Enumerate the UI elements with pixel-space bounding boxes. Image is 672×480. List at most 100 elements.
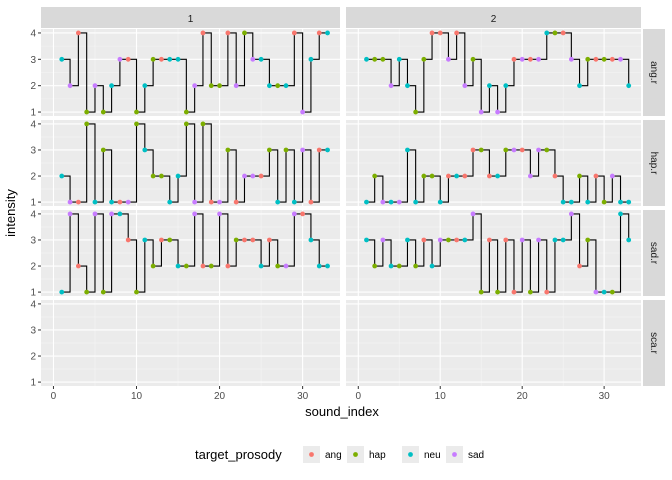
data-point-sad (217, 199, 222, 205)
data-point-neu (560, 237, 566, 243)
data-point-hap (413, 263, 419, 269)
data-point-hap (380, 56, 386, 62)
panel-2-hap-r (346, 120, 641, 206)
data-point-sad (125, 199, 131, 205)
x-tick-label: 20 (214, 391, 226, 402)
data-point-ang (462, 173, 468, 179)
data-point-neu (503, 83, 509, 89)
data-point-neu (577, 83, 582, 89)
data-point-sad (446, 56, 451, 62)
panel-2-sca-r (346, 300, 641, 386)
legend-swatch-hap (353, 452, 358, 457)
data-point-ang (200, 30, 206, 36)
x-tick-label: 30 (599, 391, 611, 402)
data-point-ang (487, 173, 492, 179)
data-point-neu (308, 56, 314, 62)
data-point-hap (150, 56, 156, 62)
data-point-neu (429, 263, 435, 269)
panel-1-ang-r (41, 29, 340, 116)
data-point-neu (413, 199, 419, 205)
data-point-sad (250, 56, 256, 62)
row-strip-label: ang.r (648, 61, 659, 84)
data-point-neu (291, 199, 297, 205)
column-strip-label: 1 (188, 14, 194, 25)
x-tick-label: 20 (517, 391, 529, 402)
data-point-hap (585, 237, 591, 243)
data-point-sad (67, 211, 73, 217)
panel-1-hap-r (41, 120, 340, 206)
legend-title: target_prosody (195, 447, 282, 462)
data-point-sad (117, 56, 123, 62)
data-point-neu (601, 289, 607, 295)
data-point-neu (92, 199, 98, 205)
data-point-neu (396, 56, 402, 62)
data-point-ang (159, 56, 164, 62)
data-point-hap (183, 121, 189, 127)
data-point-neu (364, 237, 369, 243)
facet-panels (41, 29, 641, 386)
panel-2-ang-r (346, 29, 641, 116)
data-point-ang (577, 263, 582, 269)
data-point-neu (142, 83, 148, 89)
data-point-sad (283, 263, 289, 269)
data-point-ang (421, 237, 427, 243)
data-point-hap (208, 263, 214, 269)
data-point-neu (175, 173, 181, 179)
data-point-ang (316, 30, 322, 36)
y-tick-label: 3 (30, 235, 36, 246)
data-point-hap (84, 109, 90, 115)
data-point-hap (134, 109, 139, 115)
data-point-neu (283, 83, 289, 89)
data-point-neu (618, 199, 623, 205)
y-tick-label: 3 (30, 55, 36, 66)
data-point-neu (626, 237, 632, 243)
data-point-hap (478, 147, 484, 153)
data-point-sad (470, 211, 476, 217)
data-point-sad (388, 83, 394, 89)
data-point-ang (593, 56, 599, 62)
data-point-ang (487, 237, 492, 243)
data-point-hap (609, 289, 615, 295)
data-point-neu (258, 56, 264, 62)
y-axis-title: intensity (3, 189, 18, 237)
data-point-hap (478, 289, 484, 295)
data-point-hap (396, 263, 402, 269)
y-tick-label: 3 (30, 145, 36, 156)
data-point-neu (462, 237, 468, 243)
data-point-sad (291, 211, 297, 217)
y-tick-label: 2 (30, 81, 36, 92)
column-strip-1 (41, 7, 340, 28)
data-point-ang (233, 199, 239, 205)
data-point-neu (405, 83, 410, 89)
data-point-ang (511, 56, 517, 62)
data-point-hap (100, 109, 106, 115)
data-point-neu (626, 83, 632, 89)
legend-label-neu: neu (424, 450, 441, 461)
data-point-neu (308, 237, 314, 243)
data-point-neu (167, 56, 173, 62)
data-point-neu (175, 56, 181, 62)
data-point-neu (175, 263, 181, 269)
data-point-hap (372, 263, 378, 269)
data-point-sad (519, 56, 525, 62)
legend-label-hap: hap (369, 450, 386, 461)
data-point-neu (626, 199, 632, 205)
data-point-ang (125, 237, 131, 243)
data-point-ang (519, 147, 525, 153)
data-point-sad (380, 199, 386, 205)
data-point-neu (117, 211, 123, 217)
data-point-sad (192, 211, 198, 217)
legend-swatch-ang (309, 452, 314, 457)
legend-swatch-neu (408, 452, 413, 457)
data-point-neu (325, 147, 330, 153)
data-point-hap (283, 147, 289, 153)
data-point-sad (609, 173, 615, 179)
data-point-neu (552, 237, 558, 243)
data-point-hap (150, 263, 156, 269)
data-point-neu (405, 237, 410, 243)
data-point-ang (242, 237, 247, 243)
data-point-hap (225, 147, 231, 153)
data-point-ang (75, 263, 81, 269)
y-tick-label: 2 (30, 352, 36, 363)
